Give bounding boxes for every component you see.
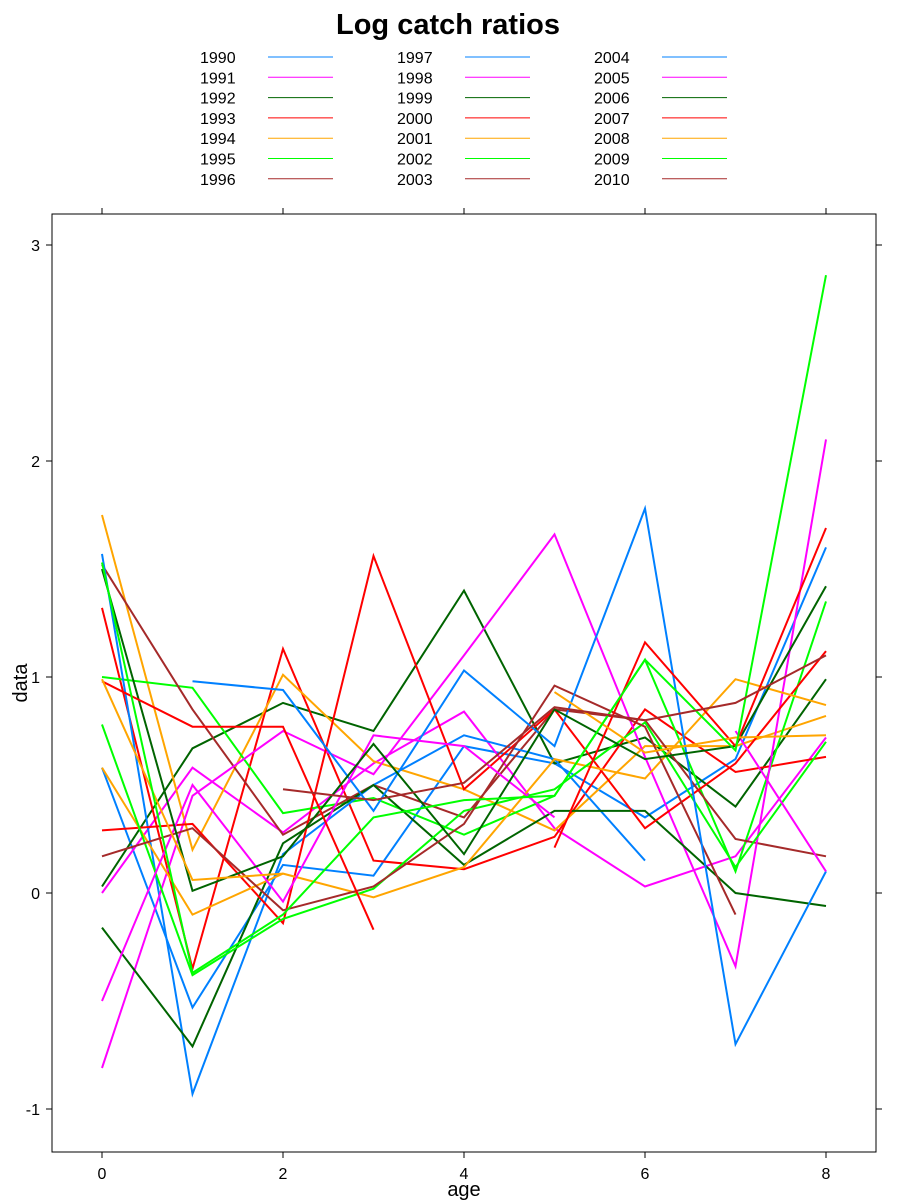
legend-label-1999: 1999 [397, 91, 433, 108]
series-line-2007 [101, 527, 827, 931]
legend-label-1997: 1997 [397, 50, 433, 67]
legend-label-1998: 1998 [397, 70, 433, 87]
legend-label-1990: 1990 [200, 50, 236, 67]
legend-label-1996: 1996 [200, 172, 236, 189]
legend-label-2003: 2003 [397, 172, 433, 189]
legend-label-1992: 1992 [200, 91, 236, 108]
y-tick-label: 1 [31, 670, 40, 687]
legend-label-2000: 2000 [397, 111, 433, 128]
series-line-2009 [101, 275, 827, 975]
series-line-2010 [282, 654, 827, 802]
series-line-2006 [101, 568, 827, 893]
series-line-2002 [101, 720, 827, 977]
x-tick-label: 8 [822, 1166, 831, 1183]
series-line-1998 [101, 439, 827, 1069]
x-tick-label: 0 [98, 1166, 107, 1183]
series-line-1992 [101, 588, 827, 888]
legend-label-2008: 2008 [594, 131, 630, 148]
legend-label-2004: 2004 [594, 50, 630, 67]
series-line-2004 [192, 504, 827, 1048]
y-tick-label: 0 [31, 886, 40, 903]
y-tick-label: -1 [26, 1102, 40, 1119]
axes-ticks: 0 2 4 6 8 -1 0 1 2 3 [26, 208, 882, 1183]
chart-title: Log catch ratios [336, 9, 560, 41]
x-tick-label: 6 [641, 1166, 650, 1183]
legend-label-1993: 1993 [200, 111, 236, 128]
series-lines [101, 275, 827, 1098]
y-tick-label: 3 [31, 238, 40, 255]
legend-label-2007: 2007 [594, 111, 630, 128]
legend-label-1995: 1995 [200, 152, 236, 169]
y-axis-label: data [10, 663, 32, 703]
legend-label-2005: 2005 [594, 70, 630, 87]
legend-label-2006: 2006 [594, 91, 630, 108]
legend-label-1991: 1991 [200, 70, 236, 87]
legend-label-2010: 2010 [594, 172, 630, 189]
legend-label-2009: 2009 [594, 152, 630, 169]
legend-label-2001: 2001 [397, 131, 433, 148]
legend-label-2002: 2002 [397, 152, 433, 169]
y-tick-label: 2 [31, 454, 40, 471]
series-line-2003 [101, 684, 737, 916]
series-line-2000 [101, 552, 827, 926]
series-line-2008 [101, 678, 827, 882]
x-tick-label: 2 [279, 1166, 288, 1183]
series-line-1996 [101, 564, 827, 858]
x-axis-label: age [447, 1179, 480, 1200]
legend-label-1994: 1994 [200, 131, 236, 148]
legend: 1990 1991 1992 1993 1994 1995 1996 1997 1998 1999… [200, 50, 727, 189]
x-tick-label: 4 [460, 1166, 469, 1183]
series-line-2005 [101, 730, 827, 1002]
